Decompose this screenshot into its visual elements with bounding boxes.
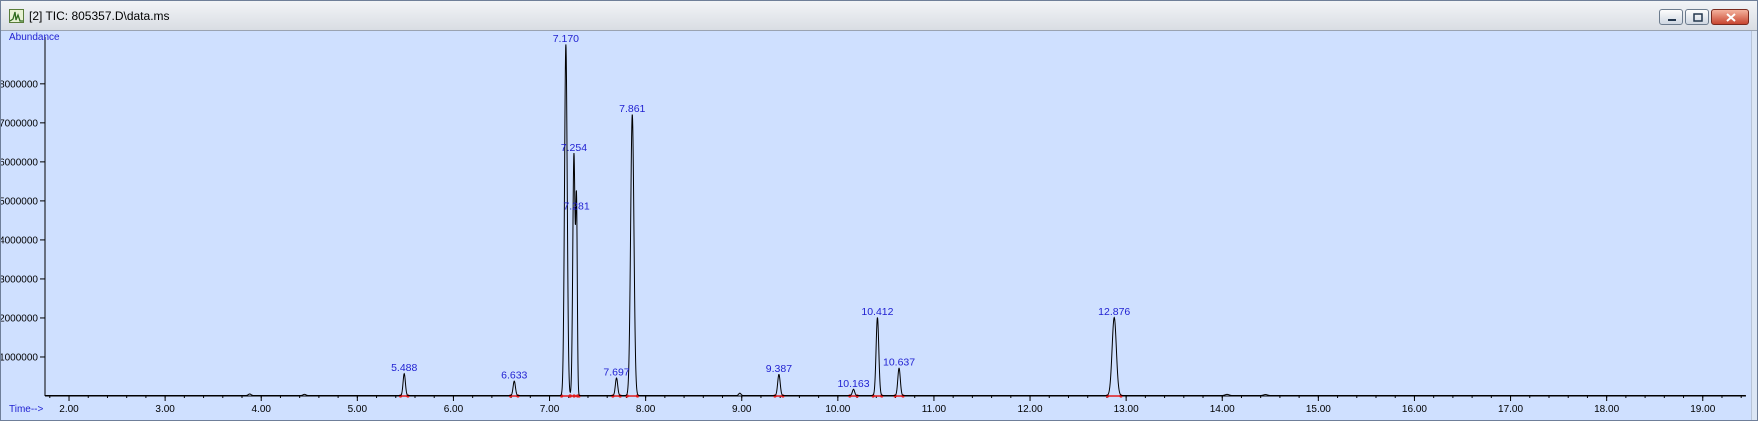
peak-label[interactable]: 9.387 xyxy=(766,363,792,375)
x-tick-label: 5.00 xyxy=(348,404,368,415)
restore-icon xyxy=(1693,13,1703,22)
x-tick-label: 10.00 xyxy=(825,404,850,415)
y-tick-label: 7000000 xyxy=(1,118,38,129)
peak-label[interactable]: 5.488 xyxy=(391,362,417,374)
x-tick-label: 7.00 xyxy=(540,404,560,415)
x-tick-label: 13.00 xyxy=(1114,404,1139,415)
minimize-button[interactable] xyxy=(1659,9,1683,25)
y-tick-label: 3000000 xyxy=(1,274,38,285)
peak-label[interactable]: 7.861 xyxy=(619,103,645,115)
peak-start-marker xyxy=(572,394,576,398)
x-tick-label: 3.00 xyxy=(155,404,175,415)
x-tick-label: 4.00 xyxy=(251,404,271,415)
peak-label[interactable]: 12.876 xyxy=(1098,306,1130,318)
minimize-icon xyxy=(1668,19,1676,21)
x-tick-label: 6.00 xyxy=(444,404,464,415)
chromatogram-app-icon xyxy=(9,9,24,23)
y-tick-label: 8000000 xyxy=(1,79,38,90)
x-tick-label: 15.00 xyxy=(1306,404,1331,415)
peak-label[interactable]: 6.633 xyxy=(501,370,527,382)
y-axis-title: Abundance xyxy=(9,32,60,43)
x-tick-label: 14.00 xyxy=(1210,404,1235,415)
x-tick-label: 17.00 xyxy=(1498,404,1523,415)
x-tick-label: 2.00 xyxy=(59,404,79,415)
peak-start-marker xyxy=(568,394,572,398)
peak-label[interactable]: 10.163 xyxy=(837,378,869,390)
x-tick-label: 16.00 xyxy=(1402,404,1427,415)
peak-label[interactable]: 10.637 xyxy=(883,357,915,369)
x-tick-label: 18.00 xyxy=(1594,404,1619,415)
y-tick-label: 2000000 xyxy=(1,313,38,324)
vertical-scroll-strip[interactable] xyxy=(1751,31,1757,420)
close-button[interactable] xyxy=(1711,9,1749,25)
peak-label[interactable]: 7.281 xyxy=(563,201,589,213)
x-tick-label: 12.00 xyxy=(1018,404,1043,415)
peak-label[interactable]: 7.170 xyxy=(553,33,579,45)
x-tick-label: 19.00 xyxy=(1690,404,1715,415)
peak-label[interactable]: 7.254 xyxy=(561,142,587,154)
x-tick-label: 9.00 xyxy=(732,404,752,415)
title-bar[interactable]: [2] TIC: 805357.D\data.ms xyxy=(1,1,1757,31)
x-axis-title: Time--> xyxy=(9,404,44,415)
tic-trace-line xyxy=(45,44,1746,397)
close-icon xyxy=(1726,13,1736,22)
chromatogram-chart[interactable]: Abundance Time--> 1000000 2000000 3000000 4… xyxy=(1,31,1757,420)
y-tick-label: 5000000 xyxy=(1,196,38,207)
y-tick-label: 4000000 xyxy=(1,235,38,246)
x-tick-label: 11.00 xyxy=(922,404,947,415)
peak-label[interactable]: 7.697 xyxy=(603,366,629,378)
window-title: [2] TIC: 805357.D\data.ms xyxy=(29,9,170,23)
y-tick-label: 6000000 xyxy=(1,157,38,168)
maximize-button[interactable] xyxy=(1685,9,1709,25)
x-tick-label: 8.00 xyxy=(636,404,656,415)
peak-label[interactable]: 10.412 xyxy=(861,306,893,318)
y-tick-label: 1000000 xyxy=(1,352,38,363)
